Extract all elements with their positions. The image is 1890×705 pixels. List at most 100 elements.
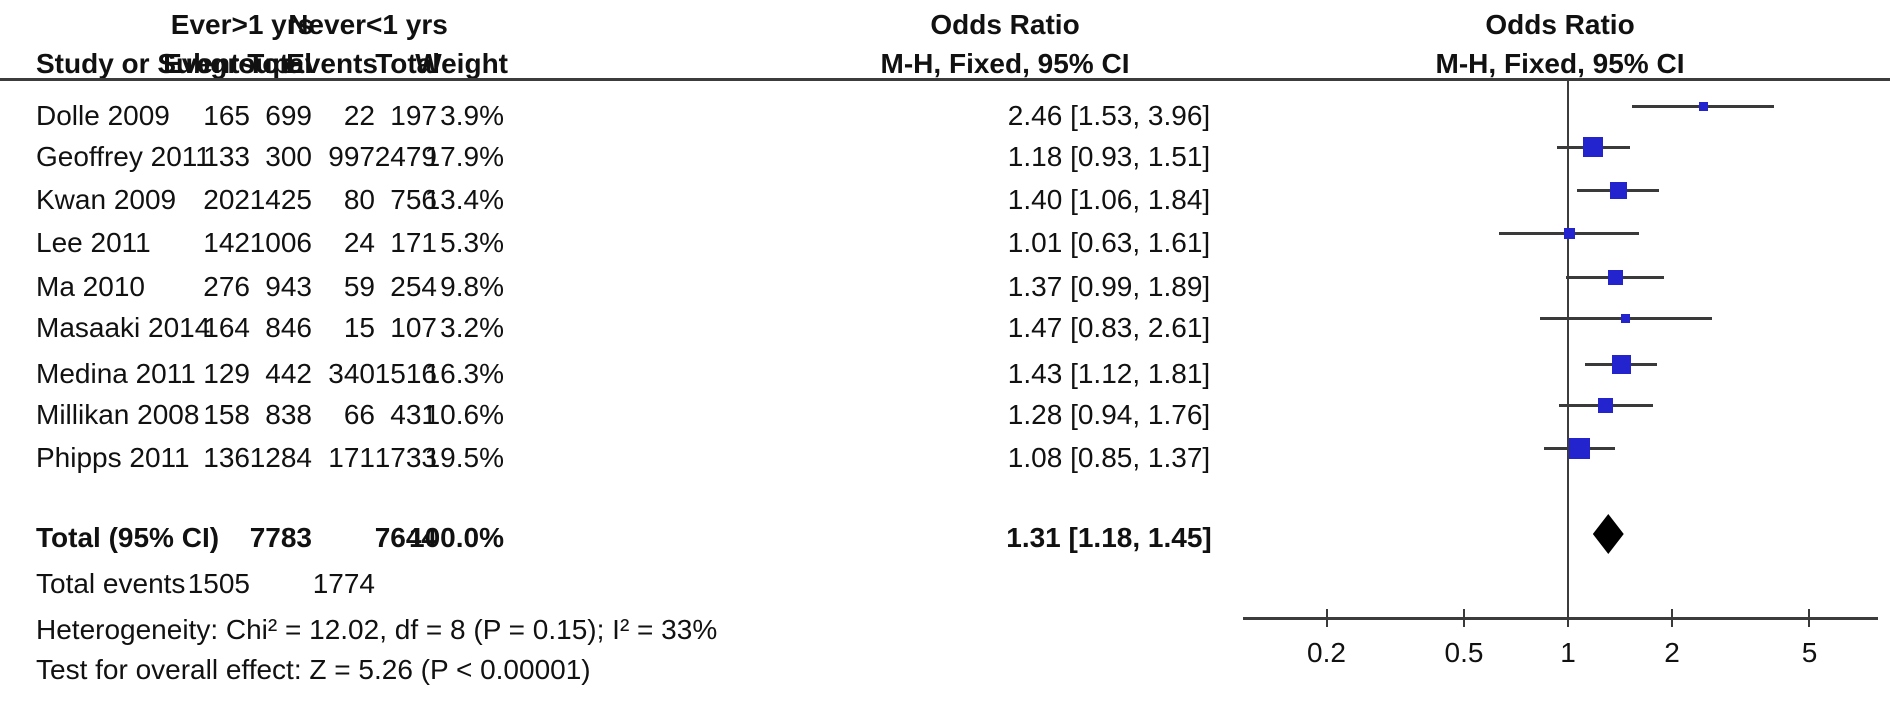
total-row-label: Total (95% CI) [36,522,220,553]
total-events-label: Total events [36,568,186,599]
study-events-unexposed: 59 [343,271,375,302]
effect-square [1582,137,1603,157]
axis-tick-label: 1 [1560,637,1576,668]
study-name: Kwan 2009 [36,184,177,215]
axis-line [1243,617,1878,620]
study-events-unexposed: 15 [343,312,375,343]
study-total-exposed: 442 [265,358,312,389]
study-name: Ma 2010 [36,271,145,302]
study-weight: 13.4% [424,184,504,215]
study-or-ci: 1.01 [0.63, 1.61] [1007,227,1211,258]
or-column-subtitle: M-H, Fixed, 95% CI [880,48,1130,79]
study-total-exposed: 699 [265,100,312,131]
effect-square [1698,101,1708,111]
axis-tick-label: 0.5 [1444,637,1484,668]
study-or-ci: 1.08 [0.85, 1.37] [1007,442,1211,473]
weight-column-header: Weight [415,48,508,79]
study-column-header: Study or Subgroup [36,48,290,79]
summary-diamond [1592,514,1624,554]
study-total-exposed: 846 [265,312,312,343]
or-column-title: Odds Ratio [930,9,1080,40]
study-or-ci: 2.46 [1.53, 3.96] [1007,100,1211,131]
study-weight: 5.3% [440,227,504,258]
null-line [1567,81,1569,618]
axis-tick [1462,609,1465,627]
overall-effect-stat: Test for overall effect: Z = 5.26 (P < 0… [36,654,591,685]
study-events-exposed: 142 [203,227,250,258]
total-weight: 100.0% [409,522,504,553]
study-total-unexposed: 2479 [374,141,437,172]
axis-tick-label: 2 [1664,637,1680,668]
study-events-unexposed: 66 [343,399,375,430]
study-events-unexposed: 171 [328,442,375,473]
study-events-unexposed: 997 [328,141,375,172]
effect-square [1597,397,1613,413]
study-name: Dolle 2009 [36,100,170,131]
study-events-exposed: 133 [203,141,250,172]
study-total-unexposed: 197 [390,100,437,131]
axis-tick [1808,609,1811,627]
study-events-exposed: 129 [203,358,250,389]
study-events-exposed: 276 [203,271,250,302]
study-or-ci: 1.18 [0.93, 1.51] [1007,141,1211,172]
study-weight: 19.5% [424,442,504,473]
study-total-unexposed: 254 [390,271,437,302]
header-divider [0,78,1890,81]
study-weight: 10.6% [424,399,504,430]
study-total-exposed: 1006 [249,227,312,258]
effect-square [1612,354,1632,374]
axis-tick [1567,609,1569,627]
study-events-unexposed: 24 [343,227,375,258]
study-events-unexposed: 340 [328,358,375,389]
study-events-unexposed: 80 [343,184,375,215]
axis-tick-label: 0.2 [1307,637,1346,668]
axis-tick [1325,609,1328,627]
axis-tick [1671,609,1673,627]
effect-square [1607,269,1623,285]
study-or-ci: 1.40 [1.06, 1.84] [1007,184,1211,215]
study-name: Phipps 2011 [36,442,190,473]
study-weight: 3.2% [440,312,504,343]
study-events-unexposed: 22 [343,100,375,131]
study-total-exposed: 1425 [249,184,312,215]
effect-square [1569,437,1591,459]
study-name: Medina 2011 [36,358,196,389]
study-total-exposed: 838 [265,399,312,430]
study-or-ci: 1.37 [0.99, 1.89] [1007,271,1211,302]
study-total-unexposed: 1733 [374,442,437,473]
study-or-ci: 1.28 [0.94, 1.76] [1007,399,1211,430]
total-events-exposed: 1505 [187,568,250,599]
group2-header: Never<1 yrs [288,9,448,40]
study-events-exposed: 164 [203,312,250,343]
study-total-unexposed: 107 [390,312,437,343]
effect-square [1609,181,1627,199]
total-events-unexposed: 1774 [312,568,375,599]
plot-subtitle: M-H, Fixed, 95% CI [1435,48,1685,79]
study-weight: 3.9% [440,100,504,131]
study-events-exposed: 136 [203,442,250,473]
total2-column-header: Total [375,48,440,79]
total-exposed-n: 7783 [249,522,312,553]
axis-tick-label: 5 [1801,637,1818,668]
study-total-exposed: 1284 [249,442,312,473]
heterogeneity-stat: Heterogeneity: Chi² = 12.02, df = 8 (P =… [36,614,718,645]
study-weight: 16.3% [424,358,504,389]
study-total-exposed: 300 [265,141,312,172]
effect-square [1621,313,1631,323]
total-unexposed-n: 7644 [374,522,437,553]
study-weight: 17.9% [424,141,504,172]
study-name: Masaaki 2014 [36,312,211,343]
study-weight: 9.8% [440,271,504,302]
study-events-exposed: 165 [203,100,250,131]
plot-title: Odds Ratio [1485,9,1635,40]
events2-column-header: Events [286,48,378,79]
events1-column-header: Events [163,48,255,79]
study-total-unexposed: 171 [390,227,437,258]
study-total-exposed: 943 [265,271,312,302]
study-or-ci: 1.43 [1.12, 1.81] [1007,358,1211,389]
study-total-unexposed: 1516 [374,358,437,389]
total-or-ci: 1.31 [1.18, 1.45] [1006,522,1212,553]
total1-column-header: Total [247,48,312,79]
study-events-exposed: 158 [203,399,250,430]
